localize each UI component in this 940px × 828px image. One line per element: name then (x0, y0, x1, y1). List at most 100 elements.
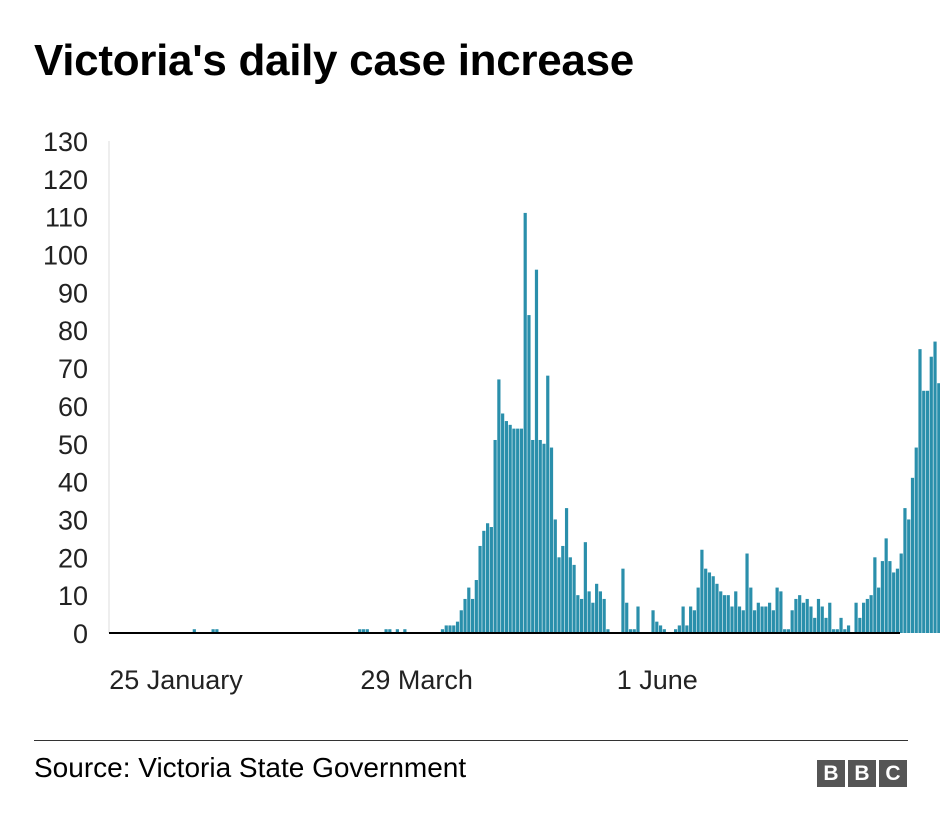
bar (455, 621, 460, 633)
bar (546, 375, 550, 633)
bar (482, 530, 486, 633)
y-tick-label: 10 (58, 581, 88, 611)
bar (700, 549, 704, 633)
bar (361, 629, 366, 633)
bar (527, 315, 531, 633)
y-tick-label: 90 (58, 278, 88, 308)
bar (549, 447, 554, 633)
x-tick-label: 1 June (617, 665, 698, 695)
bar (846, 625, 851, 633)
bar (486, 523, 490, 633)
bar (516, 428, 520, 633)
y-tick-label: 120 (43, 165, 88, 195)
bar (790, 610, 794, 633)
x-tick-label: 29 March (360, 665, 473, 695)
bar (929, 356, 933, 633)
bar-series (192, 212, 940, 633)
bar (820, 606, 824, 633)
bar (508, 424, 512, 633)
bar (899, 553, 903, 633)
bar (734, 591, 738, 633)
bar (726, 595, 730, 633)
bar (534, 269, 539, 633)
bar (745, 553, 749, 633)
x-tick-label: 25 January (109, 665, 243, 695)
bar (801, 602, 806, 633)
bar (677, 625, 681, 633)
bar (602, 598, 606, 633)
bar (764, 606, 768, 633)
y-tick-label: 110 (45, 203, 88, 233)
bar (880, 561, 884, 633)
bar (531, 439, 535, 633)
bar (707, 572, 712, 633)
bar (512, 428, 516, 633)
bar (583, 542, 587, 633)
bar (478, 545, 482, 633)
bar (783, 629, 787, 633)
bar (395, 629, 399, 633)
chart-title: Victoria's daily case increase (34, 36, 634, 85)
bar (824, 617, 828, 633)
bar (805, 598, 809, 633)
bar (828, 602, 832, 633)
bar (903, 508, 907, 633)
bar (888, 561, 892, 633)
bar (538, 439, 542, 633)
bar (557, 557, 561, 633)
bar (813, 617, 817, 633)
bar (658, 625, 663, 633)
footer-divider (34, 740, 908, 741)
bar (440, 629, 445, 633)
y-tick-label: 30 (58, 506, 88, 536)
bar (628, 629, 633, 633)
y-tick-label: 20 (58, 543, 88, 573)
bar (907, 519, 911, 633)
bar (835, 629, 839, 633)
bar (869, 595, 873, 633)
bar (922, 390, 926, 633)
bar (388, 629, 392, 633)
bbc-logo-letter-2: B (848, 760, 876, 787)
bar (497, 379, 501, 633)
bar (459, 610, 463, 633)
bar (587, 591, 591, 633)
bar (632, 629, 636, 633)
bar (523, 212, 527, 633)
bar (862, 602, 866, 633)
bar (711, 576, 715, 633)
bar (452, 625, 456, 633)
bar (918, 349, 922, 633)
bar (564, 508, 569, 633)
bar (463, 598, 467, 633)
bar (580, 598, 584, 633)
y-tick-label: 70 (58, 354, 88, 384)
bar (542, 443, 546, 633)
bar (752, 610, 757, 633)
bar (722, 595, 727, 633)
bar (568, 557, 572, 633)
bar (749, 587, 753, 633)
bar (561, 545, 565, 633)
y-tick-label: 0 (73, 619, 88, 649)
bar (489, 527, 493, 633)
bar (786, 629, 790, 633)
bar (662, 629, 666, 633)
bar (933, 341, 937, 633)
bar (384, 629, 388, 633)
bar (730, 606, 734, 633)
bar (858, 617, 862, 633)
bar (854, 602, 858, 633)
bar (655, 621, 659, 633)
bar (696, 587, 700, 633)
bar (779, 591, 783, 633)
bar (771, 610, 775, 633)
bar (192, 629, 196, 633)
bar (809, 606, 813, 633)
bar (576, 595, 580, 633)
bar (737, 606, 742, 633)
bar (775, 587, 779, 633)
bar (914, 447, 918, 633)
bar (467, 587, 471, 633)
bar (756, 602, 760, 633)
